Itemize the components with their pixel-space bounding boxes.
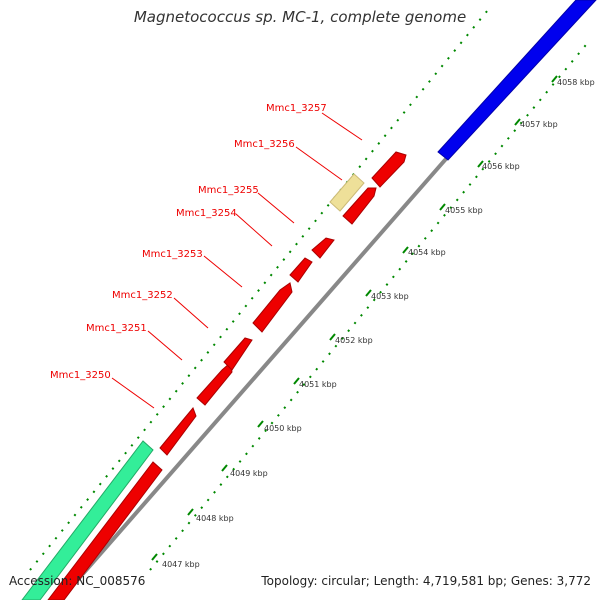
kbp-label-4050: 4050 kbp <box>264 424 302 433</box>
kbp-label-4057: 4057 kbp <box>520 120 558 129</box>
kbp-label-4052: 4052 kbp <box>335 336 373 345</box>
kbp-ticks <box>151 75 558 561</box>
gene-label-mmc1-3250: Mmc1_3250 <box>50 370 111 381</box>
kbp-label-4049: 4049 kbp <box>230 469 268 478</box>
gene-arrow-3255 <box>342 187 377 225</box>
gene-arrow-3251 <box>196 362 233 406</box>
gene-arrow-3250 <box>159 407 197 456</box>
gene-arrow-3252 <box>252 282 293 333</box>
gene-label-mmc1-3251: Mmc1_3251 <box>86 323 147 334</box>
gene-label-mmc1-3256: Mmc1_3256 <box>234 139 295 150</box>
outer-tick-ring <box>29 4 493 571</box>
gene-arrow-3254 <box>311 237 335 259</box>
pale-feature <box>329 173 365 212</box>
kbp-label-4053: 4053 kbp <box>371 292 409 301</box>
gene-arrow-3256 <box>371 151 407 188</box>
gene-label-mmc1-3257: Mmc1_3257 <box>266 103 327 114</box>
gene-arrow-3253 <box>289 257 313 283</box>
gene-label-mmc1-3253: Mmc1_3253 <box>142 249 203 260</box>
kbp-label-4048: 4048 kbp <box>196 514 234 523</box>
gene-label-mmc1-3254: Mmc1_3254 <box>176 208 237 219</box>
gene-label-leaders <box>111 112 363 409</box>
gene-label-mmc1-3252: Mmc1_3252 <box>112 290 173 301</box>
genome-summary: Topology: circular; Length: 4,719,581 bp… <box>261 574 591 588</box>
kbp-label-4055: 4055 kbp <box>445 206 483 215</box>
reverse-gene-feature <box>437 0 597 161</box>
kbp-label-4058: 4058 kbp <box>557 78 595 87</box>
kbp-label-4056: 4056 kbp <box>482 162 520 171</box>
kbp-label-4054: 4054 kbp <box>408 248 446 257</box>
kbp-label-4047: 4047 kbp <box>162 560 200 569</box>
gene-arrow-3251b <box>223 337 253 371</box>
accession-label: Accession: NC_008576 <box>9 574 146 588</box>
kbp-label-4051: 4051 kbp <box>299 380 337 389</box>
teal-feature <box>21 440 154 600</box>
map-title: Magnetococcus sp. MC-1, complete genome <box>133 8 467 26</box>
gene-label-mmc1-3255: Mmc1_3255 <box>198 185 259 196</box>
gene-feature-long <box>47 461 163 600</box>
